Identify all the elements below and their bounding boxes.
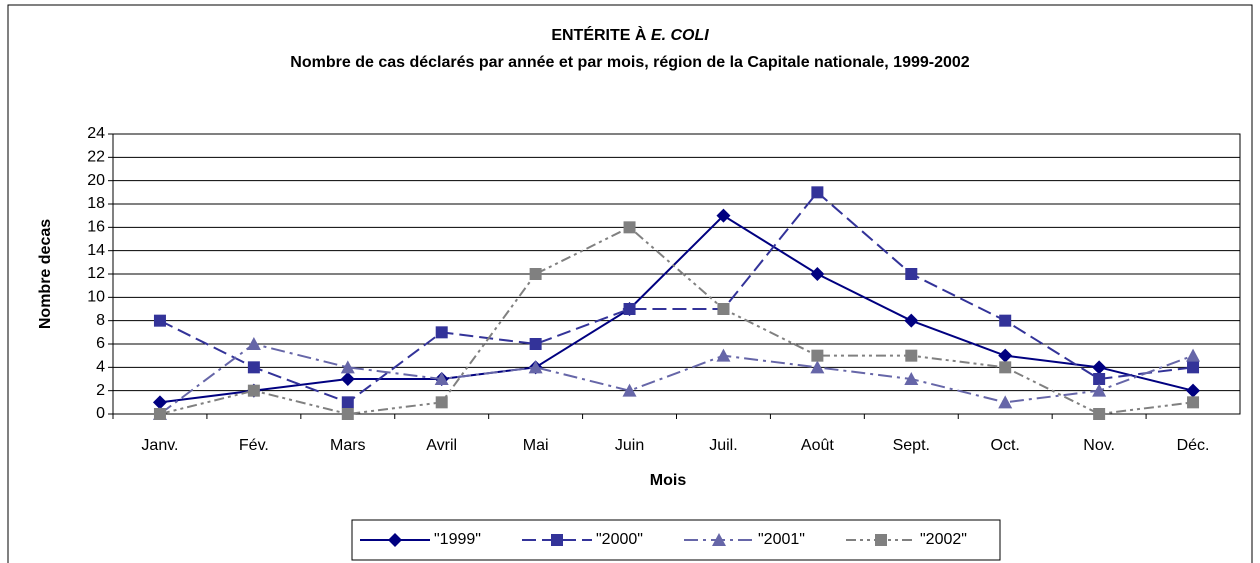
chart-subtitle: Nombre de cas déclarés par année et par … <box>290 54 969 71</box>
y-tick-label: 24 <box>87 125 105 142</box>
data-point <box>999 314 1012 327</box>
y-tick-label: 10 <box>87 289 105 306</box>
data-point <box>810 267 825 281</box>
legend-label: "2000" <box>596 531 643 548</box>
x-tick-label: Oct. <box>991 437 1020 454</box>
data-point <box>904 372 919 385</box>
data-point <box>904 313 919 328</box>
y-tick-label: 22 <box>87 149 105 166</box>
legend-marker <box>388 533 402 547</box>
data-point <box>716 348 731 362</box>
y-tick-label: 8 <box>96 312 105 329</box>
legend-marker <box>712 533 726 546</box>
data-point <box>152 395 167 410</box>
x-tick-label: Mars <box>330 437 366 454</box>
legend-box <box>351 519 1001 561</box>
data-point <box>247 361 260 374</box>
y-tick-label: 16 <box>87 219 105 236</box>
data-point <box>1187 361 1200 374</box>
legend-label: "2001" <box>758 531 805 548</box>
data-point <box>623 303 636 315</box>
x-tick-label: Janv. <box>141 437 178 454</box>
data-point <box>999 361 1012 374</box>
y-axis-label: Nombre decas <box>37 219 54 329</box>
data-point <box>435 396 448 409</box>
data-point <box>341 396 354 409</box>
data-point <box>341 408 354 420</box>
x-tick-label: Avril <box>426 437 457 454</box>
title-part: ENTÉRITE À <box>551 25 647 44</box>
y-tick-label: 6 <box>96 335 105 352</box>
x-axis-label: Mois <box>650 472 687 489</box>
chart-title: ENTÉRITE À E. COLI <box>551 25 709 44</box>
data-point <box>529 338 542 350</box>
data-point <box>1092 360 1107 375</box>
chart-frame <box>7 4 1253 563</box>
data-point <box>434 372 449 385</box>
x-tick-label: Déc. <box>1177 437 1210 454</box>
data-point <box>905 268 918 280</box>
data-point <box>998 348 1013 363</box>
series-line <box>159 226 1194 416</box>
title-part: E. COLI <box>651 27 709 44</box>
data-point <box>247 384 260 397</box>
data-point <box>340 360 355 374</box>
data-point <box>810 360 825 374</box>
data-point <box>1093 408 1106 420</box>
data-point <box>717 303 730 315</box>
y-tick-label: 0 <box>96 405 105 422</box>
data-point <box>623 221 636 234</box>
data-point <box>246 337 261 350</box>
data-point <box>622 383 637 397</box>
data-point <box>1186 348 1201 362</box>
data-point <box>716 208 731 223</box>
y-tick-label: 20 <box>87 172 105 189</box>
data-point <box>153 408 166 420</box>
x-tick-label: Mai <box>523 437 549 454</box>
y-tick-label: 2 <box>96 382 105 399</box>
legend-marker <box>875 534 887 546</box>
data-point <box>1186 383 1201 398</box>
data-point <box>340 372 355 386</box>
x-tick-label: Août <box>801 437 834 454</box>
x-tick-label: Nov. <box>1083 437 1115 454</box>
y-tick-label: 18 <box>87 195 105 212</box>
data-point <box>811 186 824 199</box>
data-point <box>811 349 824 362</box>
x-tick-label: Juin <box>615 437 644 454</box>
data-point <box>153 314 166 327</box>
y-tick-label: 14 <box>87 242 105 259</box>
data-point <box>998 395 1013 409</box>
data-point <box>528 360 543 374</box>
y-tick-label: 4 <box>96 359 105 376</box>
series-line <box>159 190 1194 404</box>
data-point <box>905 349 918 362</box>
data-point <box>1187 396 1200 409</box>
y-tick-label: 12 <box>87 265 105 282</box>
x-tick-label: Fév. <box>239 437 269 454</box>
x-tick-label: Sept. <box>893 437 930 454</box>
data-point <box>1093 373 1106 385</box>
legend-label: "1999" <box>434 531 481 548</box>
data-point <box>529 268 542 280</box>
x-tick-label: Juil. <box>709 437 737 454</box>
data-point <box>1092 383 1107 397</box>
legend-marker <box>551 534 563 546</box>
series-line <box>159 214 1194 404</box>
data-point <box>435 326 448 339</box>
series-line <box>159 342 1194 415</box>
legend-label: "2002" <box>920 531 967 548</box>
